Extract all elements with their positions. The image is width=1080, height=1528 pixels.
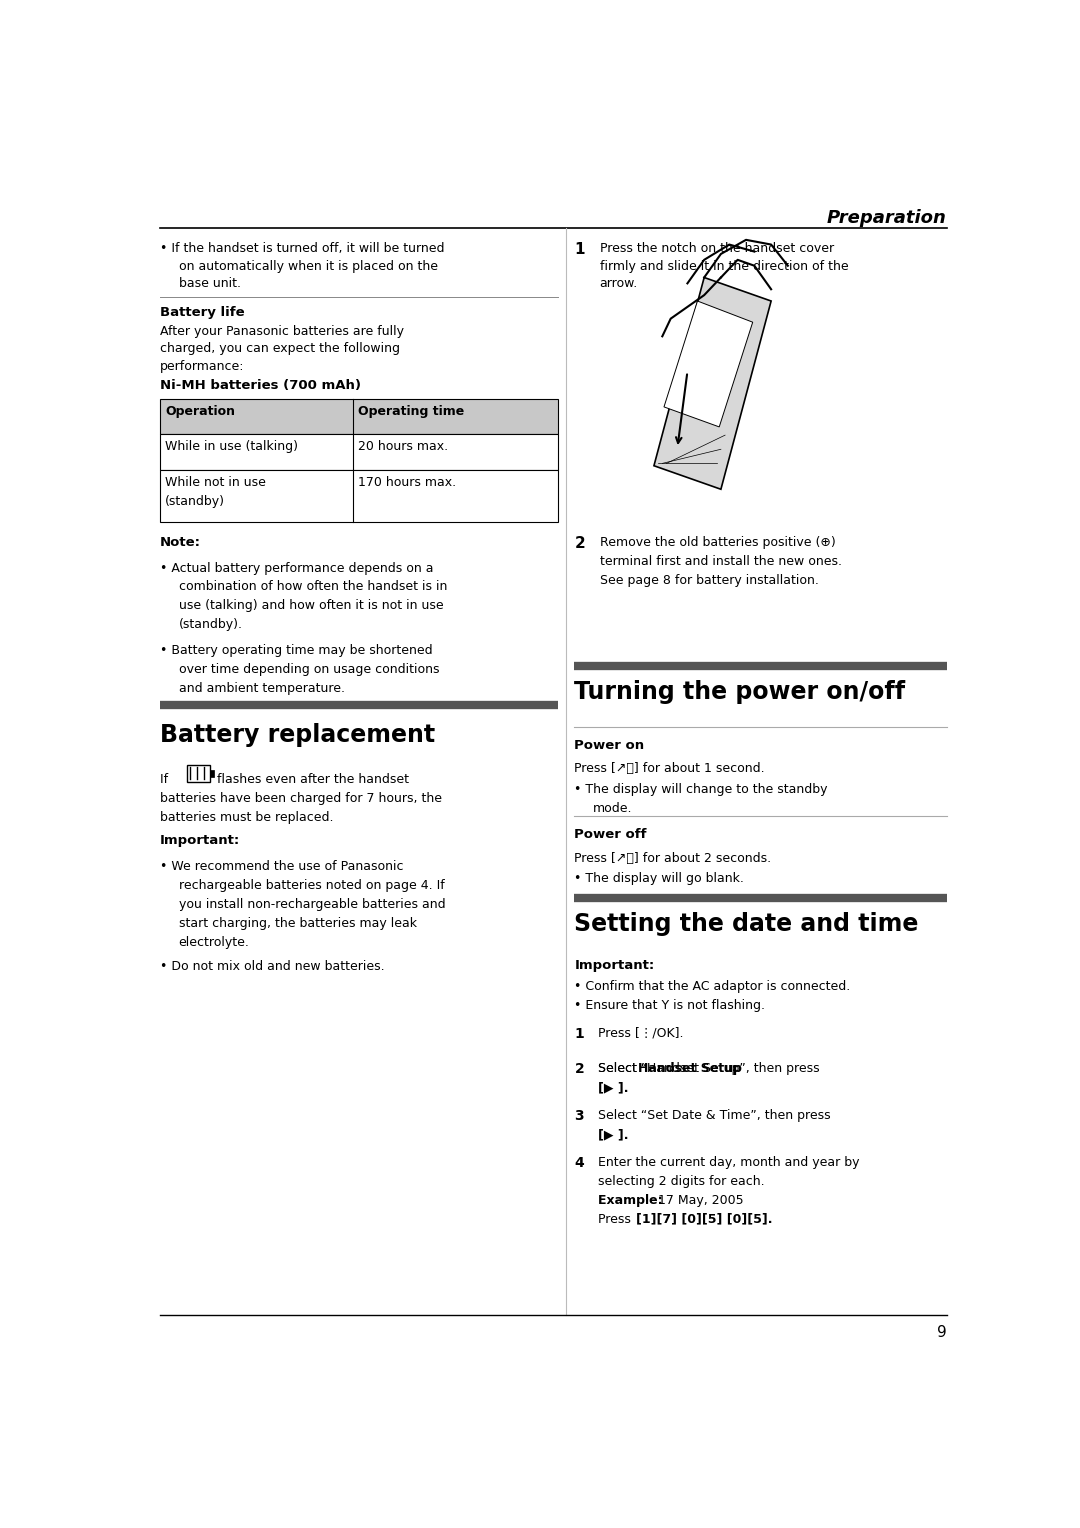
Bar xyxy=(187,766,211,781)
Text: • If the handset is turned off, it will be turned: • If the handset is turned off, it will … xyxy=(160,241,445,255)
Text: Important:: Important: xyxy=(160,834,241,848)
Text: on automatically when it is placed on the: on automatically when it is placed on th… xyxy=(178,260,437,274)
Bar xyxy=(211,770,214,776)
Bar xyxy=(160,434,557,471)
Text: 17 May, 2005: 17 May, 2005 xyxy=(658,1193,744,1207)
Text: Press [↗ⓞ] for about 1 second.: Press [↗ⓞ] for about 1 second. xyxy=(575,762,765,775)
Polygon shape xyxy=(664,301,753,426)
Text: • Confirm that the AC adaptor is connected.: • Confirm that the AC adaptor is connect… xyxy=(575,979,851,993)
Text: Power on: Power on xyxy=(575,738,645,752)
Text: Press [↗ⓞ] for about 2 seconds.: Press [↗ⓞ] for about 2 seconds. xyxy=(575,851,771,865)
Text: Setting the date and time: Setting the date and time xyxy=(575,912,919,935)
Text: Press [⋮/OK].: Press [⋮/OK]. xyxy=(598,1027,684,1041)
Text: 4: 4 xyxy=(575,1157,584,1170)
Text: Battery life: Battery life xyxy=(160,306,245,319)
Text: • The display will go blank.: • The display will go blank. xyxy=(575,871,744,885)
Text: over time depending on usage conditions: over time depending on usage conditions xyxy=(178,663,440,675)
Text: After your Panasonic batteries are fully: After your Panasonic batteries are fully xyxy=(160,324,404,338)
Text: performance:: performance: xyxy=(160,359,244,373)
Bar xyxy=(160,399,557,434)
Text: Press: Press xyxy=(598,1213,635,1225)
Text: mode.: mode. xyxy=(593,802,632,816)
Text: and ambient temperature.: and ambient temperature. xyxy=(178,681,345,695)
Text: arrow.: arrow. xyxy=(599,278,638,290)
Text: • We recommend the use of Panasonic: • We recommend the use of Panasonic xyxy=(160,860,404,874)
Text: use (talking) and how often it is not in use: use (talking) and how often it is not in… xyxy=(178,599,443,613)
Text: Operating time: Operating time xyxy=(357,405,464,417)
Text: While not in use: While not in use xyxy=(165,477,266,489)
Text: Ni-MH batteries (700 mAh): Ni-MH batteries (700 mAh) xyxy=(160,379,361,391)
Text: flashes even after the handset: flashes even after the handset xyxy=(217,773,409,787)
Text: rechargeable batteries noted on page 4. If: rechargeable batteries noted on page 4. … xyxy=(178,879,444,892)
Text: you install non-rechargeable batteries and: you install non-rechargeable batteries a… xyxy=(178,898,445,911)
Text: 2: 2 xyxy=(575,536,585,552)
Text: [▶ ].: [▶ ]. xyxy=(598,1082,629,1094)
Text: [1][7] [0][5] [0][5].: [1][7] [0][5] [0][5]. xyxy=(635,1213,772,1225)
Text: Enter the current day, month and year by: Enter the current day, month and year by xyxy=(598,1157,860,1169)
Text: • The display will change to the standby: • The display will change to the standby xyxy=(575,784,828,796)
Text: batteries must be replaced.: batteries must be replaced. xyxy=(160,811,334,824)
Text: If: If xyxy=(160,773,172,787)
Text: Press the notch on the handset cover: Press the notch on the handset cover xyxy=(599,241,834,255)
Text: Remove the old batteries positive (⊕): Remove the old batteries positive (⊕) xyxy=(599,536,835,550)
Text: 1: 1 xyxy=(575,241,585,257)
Text: Operation: Operation xyxy=(165,405,235,417)
Text: Select “: Select “ xyxy=(598,1062,647,1076)
Bar xyxy=(160,471,557,521)
Text: terminal first and install the new ones.: terminal first and install the new ones. xyxy=(599,555,841,568)
Text: firmly and slide it in the direction of the: firmly and slide it in the direction of … xyxy=(599,260,848,274)
Text: Select “Handset Setup”, then press: Select “Handset Setup”, then press xyxy=(598,1062,820,1076)
Text: 2: 2 xyxy=(575,1062,584,1076)
Polygon shape xyxy=(653,278,771,489)
Text: Example:: Example: xyxy=(598,1193,666,1207)
Text: 20 hours max.: 20 hours max. xyxy=(357,440,448,452)
Text: • Ensure that Υ is not flashing.: • Ensure that Υ is not flashing. xyxy=(575,999,766,1012)
Text: • Do not mix old and new batteries.: • Do not mix old and new batteries. xyxy=(160,961,384,973)
Text: Power off: Power off xyxy=(575,828,647,840)
Text: Battery replacement: Battery replacement xyxy=(160,723,435,747)
Text: combination of how often the handset is in: combination of how often the handset is … xyxy=(178,581,447,593)
Text: • Battery operating time may be shortened: • Battery operating time may be shortene… xyxy=(160,643,433,657)
Text: [▶ ].: [▶ ]. xyxy=(598,1128,629,1141)
Text: Preparation: Preparation xyxy=(827,209,947,228)
Text: 3: 3 xyxy=(575,1109,584,1123)
Text: See page 8 for battery installation.: See page 8 for battery installation. xyxy=(599,575,819,587)
Text: • Actual battery performance depends on a: • Actual battery performance depends on … xyxy=(160,561,433,575)
Text: charged, you can expect the following: charged, you can expect the following xyxy=(160,342,400,354)
Text: Handset Setup: Handset Setup xyxy=(638,1062,742,1076)
Text: 9: 9 xyxy=(937,1325,947,1340)
Text: 1: 1 xyxy=(575,1027,584,1041)
Text: start charging, the batteries may leak: start charging, the batteries may leak xyxy=(178,917,417,931)
Text: electrolyte.: electrolyte. xyxy=(178,935,249,949)
Text: (standby): (standby) xyxy=(165,495,225,509)
Text: Turning the power on/off: Turning the power on/off xyxy=(575,680,905,704)
Text: batteries have been charged for 7 hours, the: batteries have been charged for 7 hours,… xyxy=(160,792,442,805)
Text: selecting 2 digits for each.: selecting 2 digits for each. xyxy=(598,1175,765,1189)
Text: (standby).: (standby). xyxy=(178,617,243,631)
Text: Select “Set Date & Time”, then press: Select “Set Date & Time”, then press xyxy=(598,1109,831,1122)
Text: Note:: Note: xyxy=(160,536,201,549)
Text: base unit.: base unit. xyxy=(178,278,241,290)
Text: 170 hours max.: 170 hours max. xyxy=(357,477,456,489)
Text: While in use (talking): While in use (talking) xyxy=(165,440,298,452)
Text: Important:: Important: xyxy=(575,958,654,972)
